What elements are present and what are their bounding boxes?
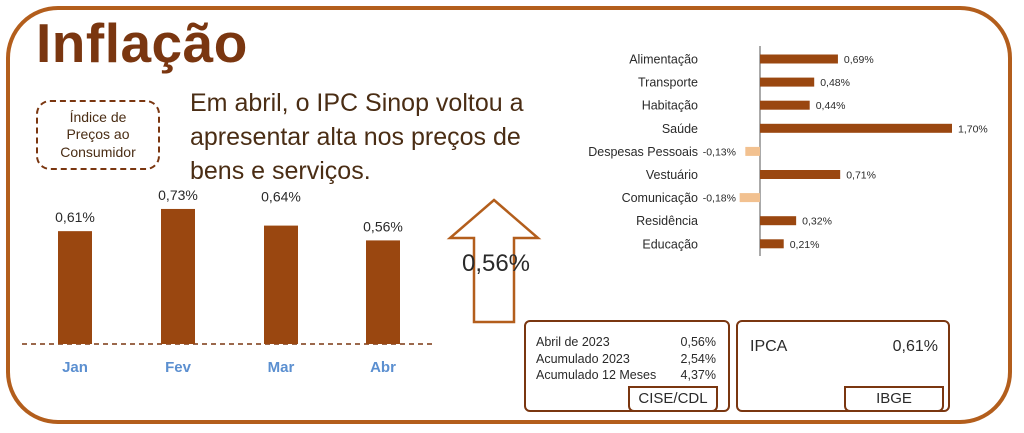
monthly-bar: [161, 208, 195, 344]
category-tick-label: Saúde: [662, 122, 698, 136]
cise-row-value: 4,37%: [680, 368, 716, 382]
category-tick-label: Residência: [636, 214, 698, 228]
category-tick-label: Comunicação: [622, 191, 698, 205]
category-value-label: 0,44%: [816, 100, 846, 112]
category-bar: [760, 216, 797, 226]
category-value-label: 0,32%: [802, 216, 832, 228]
category-value-label: 0,21%: [790, 239, 820, 251]
monthly-bar: [366, 240, 400, 344]
big-ipc-value: 0,56%: [461, 250, 531, 277]
up-arrow-icon: [446, 198, 542, 324]
cise-row-label: Abril de 2023: [536, 335, 610, 349]
cise-table: Abril de 2023 0,56% Acumulado 2023 2,54%…: [536, 334, 716, 384]
cise-row-label: Acumulado 2023: [536, 351, 630, 366]
category-value-label: 0,48%: [820, 77, 850, 89]
monthly-bar: [58, 231, 92, 344]
month-tick-label: Mar: [268, 359, 295, 376]
cise-row: Abril de 2023 0,56%: [536, 334, 716, 351]
cise-row: Acumulado 2023 2,54%: [536, 351, 716, 368]
category-bar: [760, 239, 784, 249]
ipc-label-box: Índice de Preços ao Consumidor: [36, 100, 160, 170]
cise-card: Abril de 2023 0,56% Acumulado 2023 2,54%…: [524, 320, 730, 412]
ipca-value: 0,61%: [892, 338, 938, 355]
category-tick-label: Despesas Pessoais: [588, 145, 698, 159]
category-tick-label: Educação: [642, 237, 698, 251]
category-bar: [760, 54, 838, 64]
monthly-bar: [264, 225, 298, 344]
category-bar: [760, 77, 815, 87]
category-tick-label: Habitação: [642, 99, 698, 113]
outer-frame: [6, 6, 1012, 424]
month-tick-label: Jan: [62, 359, 88, 376]
month-tick-label: Fev: [165, 359, 192, 376]
cise-row-value: 0,56%: [680, 335, 716, 349]
category-bar: [739, 193, 760, 203]
month-tick-label: Abr: [370, 359, 396, 376]
monthly-value-label: 0,56%: [363, 218, 403, 234]
ipca-source-tab: IBGE: [844, 386, 944, 412]
ipca-name: IPCA: [750, 338, 788, 355]
cise-row-label: Acumulado 12 Meses: [536, 368, 657, 382]
cise-source-tab: CISE/CDL: [628, 386, 718, 412]
category-value-label: -0,13%: [703, 146, 736, 158]
monthly-value-label: 0,61%: [55, 209, 95, 225]
category-tick-label: Vestuário: [646, 168, 698, 182]
category-value-label: 0,69%: [844, 54, 874, 66]
category-bar: [745, 146, 760, 156]
category-value-label: 0,71%: [846, 170, 876, 182]
category-value-label: -0,18%: [703, 193, 736, 205]
ipca-card: IPCA 0,61% IBGE: [736, 320, 950, 412]
category-tick-label: Alimentação: [629, 53, 698, 67]
category-bar: [760, 170, 841, 179]
category-bar: [760, 100, 810, 110]
monthly-value-label: 0,73%: [158, 187, 198, 203]
page-title: Inflação: [36, 12, 248, 74]
category-tick-label: Transporte: [638, 76, 698, 90]
cise-row: Acumulado 12 Meses 4,37%: [536, 367, 716, 384]
cise-row-value: 2,54%: [680, 351, 716, 366]
category-bar: [760, 123, 952, 133]
category-value-label: 1,70%: [958, 123, 988, 135]
monthly-value-label: 0,64%: [261, 189, 301, 205]
headline-text: Em abril, o IPC Sinop voltou a apresenta…: [190, 89, 524, 185]
